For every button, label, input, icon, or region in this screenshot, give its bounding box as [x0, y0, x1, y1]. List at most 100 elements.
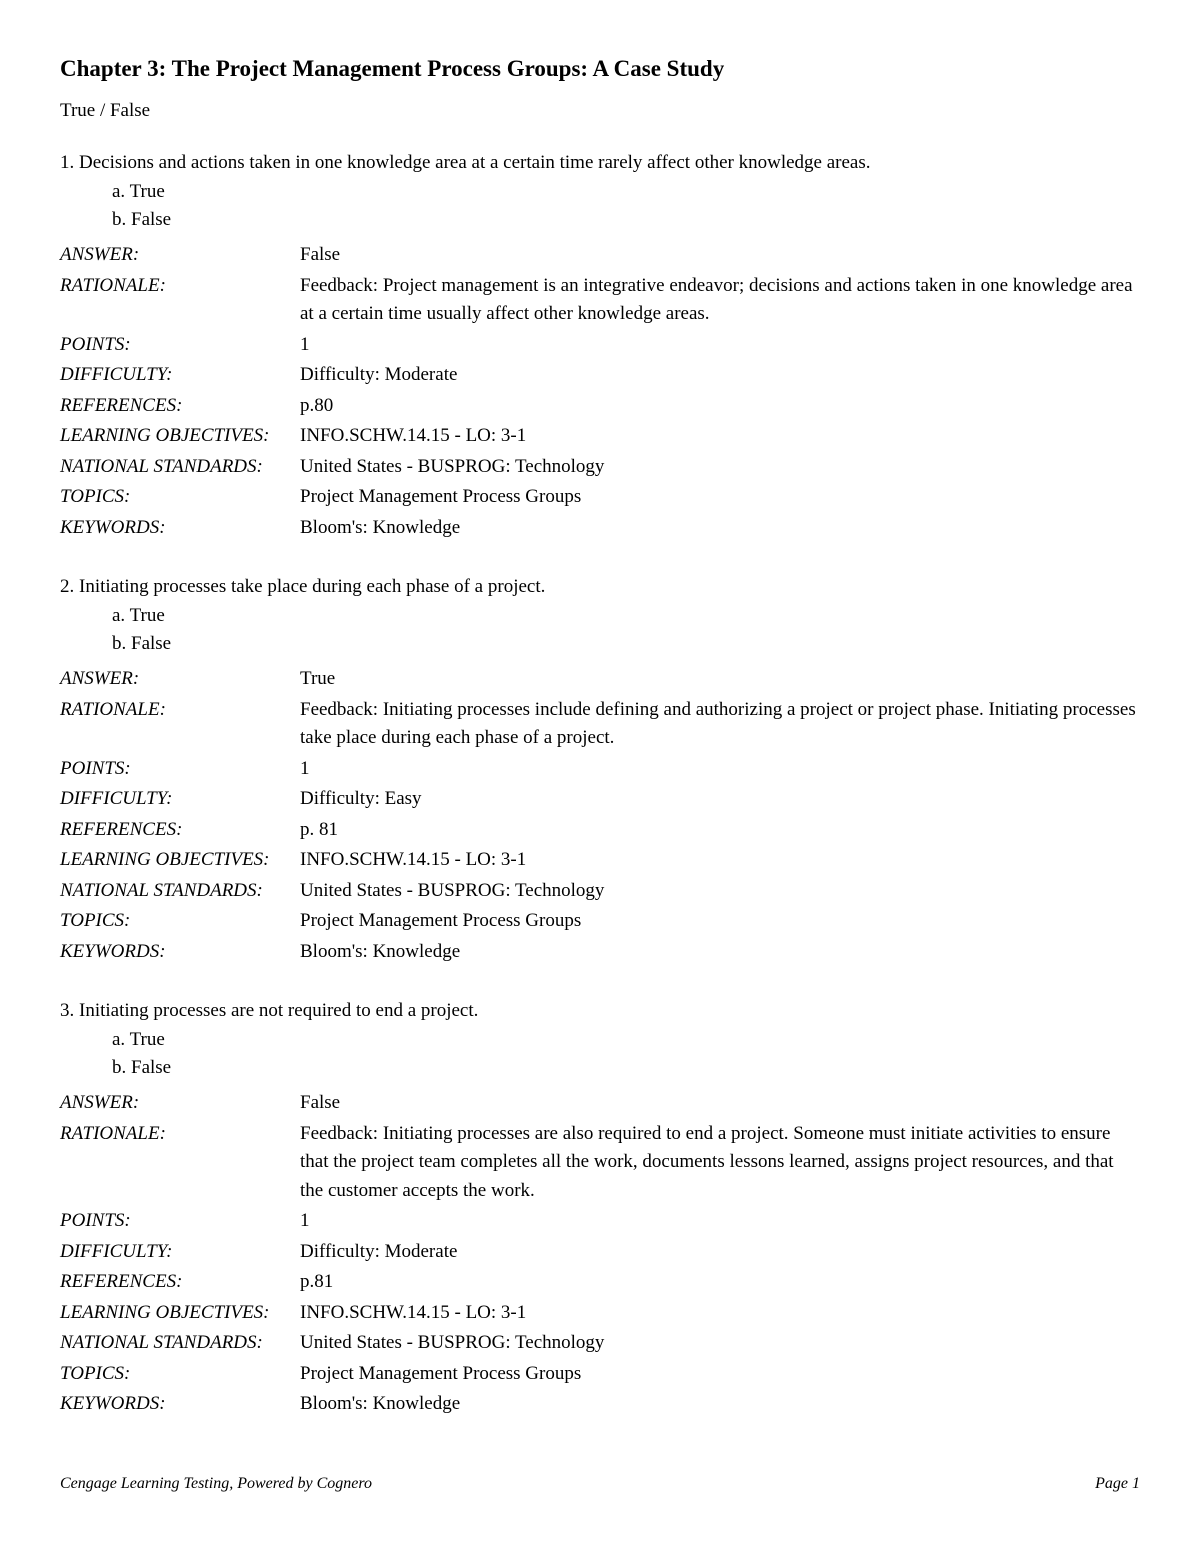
- page-footer: Cengage Learning Testing, Powered by Cog…: [60, 1475, 1140, 1493]
- meta-row-answer: ANSWER:False: [60, 1089, 1140, 1118]
- option-b: b. False: [112, 1054, 1140, 1082]
- question-block: 2. Initiating processes take place durin…: [60, 576, 1140, 966]
- meta-label-difficulty: DIFFICULTY:: [60, 361, 300, 390]
- question-text: 1. Decisions and actions taken in one kn…: [60, 152, 1140, 174]
- meta-row-points: POINTS:1: [60, 1207, 1140, 1236]
- meta-row-keywords: KEYWORDS:Bloom's: Knowledge: [60, 514, 1140, 543]
- meta-row-topics: TOPICS:Project Management Process Groups: [60, 907, 1140, 936]
- meta-row-references: REFERENCES:p.81: [60, 1268, 1140, 1297]
- meta-label-topics: TOPICS:: [60, 907, 300, 936]
- question-options: a. Trueb. False: [60, 602, 1140, 657]
- option-a: a. True: [112, 602, 1140, 630]
- footer-left: Cengage Learning Testing, Powered by Cog…: [60, 1475, 372, 1493]
- meta-label-keywords: KEYWORDS:: [60, 514, 300, 543]
- meta-value-points: 1: [300, 755, 1140, 784]
- meta-label-national-standards: NATIONAL STANDARDS:: [60, 877, 300, 906]
- meta-label-keywords: KEYWORDS:: [60, 938, 300, 967]
- meta-label-rationale: RATIONALE:: [60, 272, 300, 301]
- meta-label-rationale: RATIONALE:: [60, 696, 300, 725]
- question-options: a. Trueb. False: [60, 1026, 1140, 1081]
- meta-value-points: 1: [300, 1207, 1140, 1236]
- meta-label-topics: TOPICS:: [60, 1360, 300, 1389]
- meta-label-national-standards: NATIONAL STANDARDS:: [60, 1329, 300, 1358]
- meta-label-learning-objectives: LEARNING OBJECTIVES:: [60, 422, 300, 451]
- meta-row-difficulty: DIFFICULTY:Difficulty: Moderate: [60, 361, 1140, 390]
- meta-value-references: p.80: [300, 392, 1140, 421]
- meta-value-keywords: Bloom's: Knowledge: [300, 1390, 1140, 1419]
- meta-label-points: POINTS:: [60, 755, 300, 784]
- meta-value-topics: Project Management Process Groups: [300, 483, 1140, 512]
- meta-label-learning-objectives: LEARNING OBJECTIVES:: [60, 1299, 300, 1328]
- meta-label-answer: ANSWER:: [60, 1089, 300, 1118]
- meta-label-keywords: KEYWORDS:: [60, 1390, 300, 1419]
- meta-row-rationale: RATIONALE:Feedback: Initiating processes…: [60, 1120, 1140, 1206]
- meta-value-answer: True: [300, 665, 1140, 694]
- meta-value-keywords: Bloom's: Knowledge: [300, 938, 1140, 967]
- meta-value-national-standards: United States - BUSPROG: Technology: [300, 453, 1140, 482]
- meta-value-national-standards: United States - BUSPROG: Technology: [300, 1329, 1140, 1358]
- meta-value-learning-objectives: INFO.SCHW.14.15 - LO: 3-1: [300, 1299, 1140, 1328]
- meta-row-rationale: RATIONALE:Feedback: Initiating processes…: [60, 696, 1140, 753]
- meta-row-national-standards: NATIONAL STANDARDS:United States - BUSPR…: [60, 877, 1140, 906]
- option-a: a. True: [112, 178, 1140, 206]
- meta-row-points: POINTS:1: [60, 331, 1140, 360]
- meta-row-learning-objectives: LEARNING OBJECTIVES:INFO.SCHW.14.15 - LO…: [60, 1299, 1140, 1328]
- meta-value-answer: False: [300, 1089, 1140, 1118]
- meta-row-topics: TOPICS:Project Management Process Groups: [60, 1360, 1140, 1389]
- meta-row-keywords: KEYWORDS:Bloom's: Knowledge: [60, 1390, 1140, 1419]
- meta-value-learning-objectives: INFO.SCHW.14.15 - LO: 3-1: [300, 846, 1140, 875]
- question-options: a. Trueb. False: [60, 178, 1140, 233]
- meta-row-answer: ANSWER:False: [60, 241, 1140, 270]
- meta-value-answer: False: [300, 241, 1140, 270]
- meta-row-points: POINTS:1: [60, 755, 1140, 784]
- meta-label-national-standards: NATIONAL STANDARDS:: [60, 453, 300, 482]
- meta-value-rationale: Feedback: Initiating processes are also …: [300, 1120, 1140, 1206]
- meta-label-difficulty: DIFFICULTY:: [60, 1238, 300, 1267]
- meta-row-references: REFERENCES:p.80: [60, 392, 1140, 421]
- option-b: b. False: [112, 206, 1140, 234]
- question-block: 3. Initiating processes are not required…: [60, 1000, 1140, 1419]
- meta-label-difficulty: DIFFICULTY:: [60, 785, 300, 814]
- meta-row-references: REFERENCES:p. 81: [60, 816, 1140, 845]
- option-b: b. False: [112, 630, 1140, 658]
- question-text: 2. Initiating processes take place durin…: [60, 576, 1140, 598]
- meta-value-rationale: Feedback: Project management is an integ…: [300, 272, 1140, 329]
- meta-label-rationale: RATIONALE:: [60, 1120, 300, 1149]
- meta-label-references: REFERENCES:: [60, 816, 300, 845]
- question-text: 3. Initiating processes are not required…: [60, 1000, 1140, 1022]
- question-block: 1. Decisions and actions taken in one kn…: [60, 152, 1140, 542]
- questions-container: 1. Decisions and actions taken in one kn…: [60, 152, 1140, 1419]
- footer-right: Page 1: [1095, 1475, 1140, 1493]
- meta-row-answer: ANSWER:True: [60, 665, 1140, 694]
- meta-row-national-standards: NATIONAL STANDARDS:United States - BUSPR…: [60, 1329, 1140, 1358]
- meta-label-answer: ANSWER:: [60, 665, 300, 694]
- meta-value-topics: Project Management Process Groups: [300, 907, 1140, 936]
- meta-label-points: POINTS:: [60, 1207, 300, 1236]
- meta-value-topics: Project Management Process Groups: [300, 1360, 1140, 1389]
- meta-value-learning-objectives: INFO.SCHW.14.15 - LO: 3-1: [300, 422, 1140, 451]
- meta-value-references: p. 81: [300, 816, 1140, 845]
- meta-label-topics: TOPICS:: [60, 483, 300, 512]
- meta-label-references: REFERENCES:: [60, 1268, 300, 1297]
- meta-row-learning-objectives: LEARNING OBJECTIVES:INFO.SCHW.14.15 - LO…: [60, 846, 1140, 875]
- meta-row-rationale: RATIONALE:Feedback: Project management i…: [60, 272, 1140, 329]
- meta-label-points: POINTS:: [60, 331, 300, 360]
- meta-value-difficulty: Difficulty: Easy: [300, 785, 1140, 814]
- meta-row-topics: TOPICS:Project Management Process Groups: [60, 483, 1140, 512]
- meta-value-keywords: Bloom's: Knowledge: [300, 514, 1140, 543]
- section-label: True / False: [60, 100, 1140, 122]
- meta-label-references: REFERENCES:: [60, 392, 300, 421]
- meta-label-learning-objectives: LEARNING OBJECTIVES:: [60, 846, 300, 875]
- meta-row-difficulty: DIFFICULTY:Difficulty: Moderate: [60, 1238, 1140, 1267]
- meta-value-difficulty: Difficulty: Moderate: [300, 361, 1140, 390]
- chapter-title: Chapter 3: The Project Management Proces…: [60, 56, 1140, 82]
- meta-value-rationale: Feedback: Initiating processes include d…: [300, 696, 1140, 753]
- meta-value-points: 1: [300, 331, 1140, 360]
- meta-row-keywords: KEYWORDS:Bloom's: Knowledge: [60, 938, 1140, 967]
- option-a: a. True: [112, 1026, 1140, 1054]
- meta-row-national-standards: NATIONAL STANDARDS:United States - BUSPR…: [60, 453, 1140, 482]
- meta-value-national-standards: United States - BUSPROG: Technology: [300, 877, 1140, 906]
- meta-value-references: p.81: [300, 1268, 1140, 1297]
- meta-value-difficulty: Difficulty: Moderate: [300, 1238, 1140, 1267]
- meta-label-answer: ANSWER:: [60, 241, 300, 270]
